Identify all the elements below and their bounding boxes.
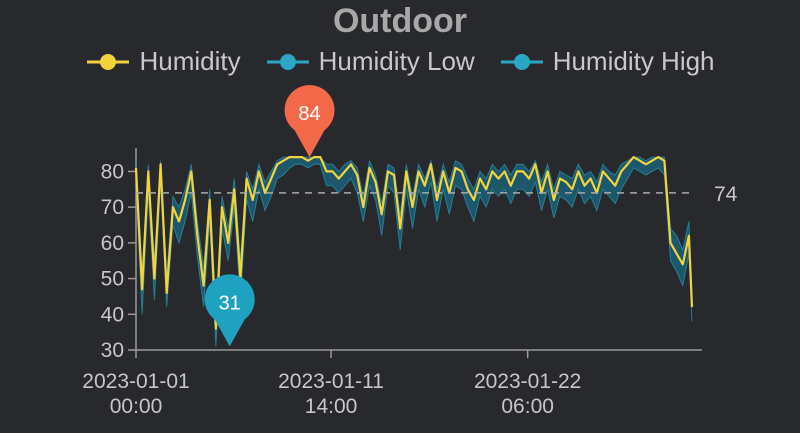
max-value-label: 84 bbox=[298, 103, 320, 125]
humidity-low-line-icon bbox=[266, 53, 309, 70]
y-tick-label: 50 bbox=[101, 268, 124, 291]
legend: Humidity Humidity Low Humidity High bbox=[0, 46, 800, 77]
legend-item-humidity-low[interactable]: Humidity Low bbox=[265, 46, 475, 77]
y-tick-label: 80 bbox=[101, 160, 124, 183]
legend-item-humidity[interactable]: Humidity bbox=[85, 46, 241, 77]
y-tick-label: 40 bbox=[101, 303, 124, 326]
legend-label-humidity-low: Humidity Low bbox=[318, 46, 475, 76]
x-tick-label-time: 00:00 bbox=[110, 395, 163, 418]
y-tick-label: 60 bbox=[101, 232, 124, 255]
chart-title: Outdoor bbox=[332, 2, 468, 40]
y-tick-label: 30 bbox=[101, 339, 124, 362]
legend-label-humidity: Humidity bbox=[139, 46, 241, 76]
x-tick-label-date: 2023-01-22 bbox=[474, 370, 581, 393]
x-tick-label-time: 06:00 bbox=[501, 395, 554, 418]
series-line-humidity-low bbox=[135, 163, 693, 347]
min-value-marker bbox=[204, 274, 255, 347]
series-line-humidity bbox=[134, 156, 694, 330]
humidity-line-icon bbox=[87, 53, 130, 70]
series-line-humidity-high bbox=[135, 156, 693, 311]
x-tick-label-date: 2023-01-01 bbox=[82, 370, 189, 393]
max-value-marker bbox=[284, 85, 335, 158]
humidity-range-band bbox=[136, 157, 692, 347]
average-reference-label: 74 bbox=[714, 183, 738, 206]
x-tick-label-date: 2023-01-11 bbox=[278, 370, 384, 393]
min-value-label: 31 bbox=[219, 292, 241, 314]
legend-label-humidity-high: Humidity High bbox=[552, 46, 715, 76]
y-tick-label: 70 bbox=[101, 196, 124, 219]
humidity-high-line-icon bbox=[500, 53, 543, 70]
x-tick-label-time: 14:00 bbox=[305, 395, 358, 418]
legend-item-humidity-high[interactable]: Humidity High bbox=[499, 46, 715, 77]
